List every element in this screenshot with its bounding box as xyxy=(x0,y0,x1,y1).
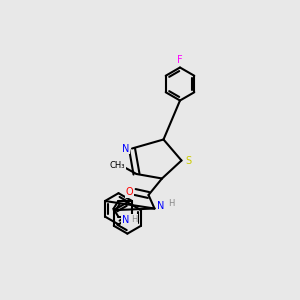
Text: F: F xyxy=(177,55,183,65)
Text: H: H xyxy=(168,199,174,208)
Text: O: O xyxy=(126,187,134,197)
Text: S: S xyxy=(185,155,191,166)
Text: N: N xyxy=(122,214,130,225)
Text: H: H xyxy=(131,215,137,224)
Text: CH₃: CH₃ xyxy=(110,160,125,169)
Text: N: N xyxy=(122,143,129,154)
Text: N: N xyxy=(158,201,165,211)
Text: CH₃: CH₃ xyxy=(110,160,125,169)
